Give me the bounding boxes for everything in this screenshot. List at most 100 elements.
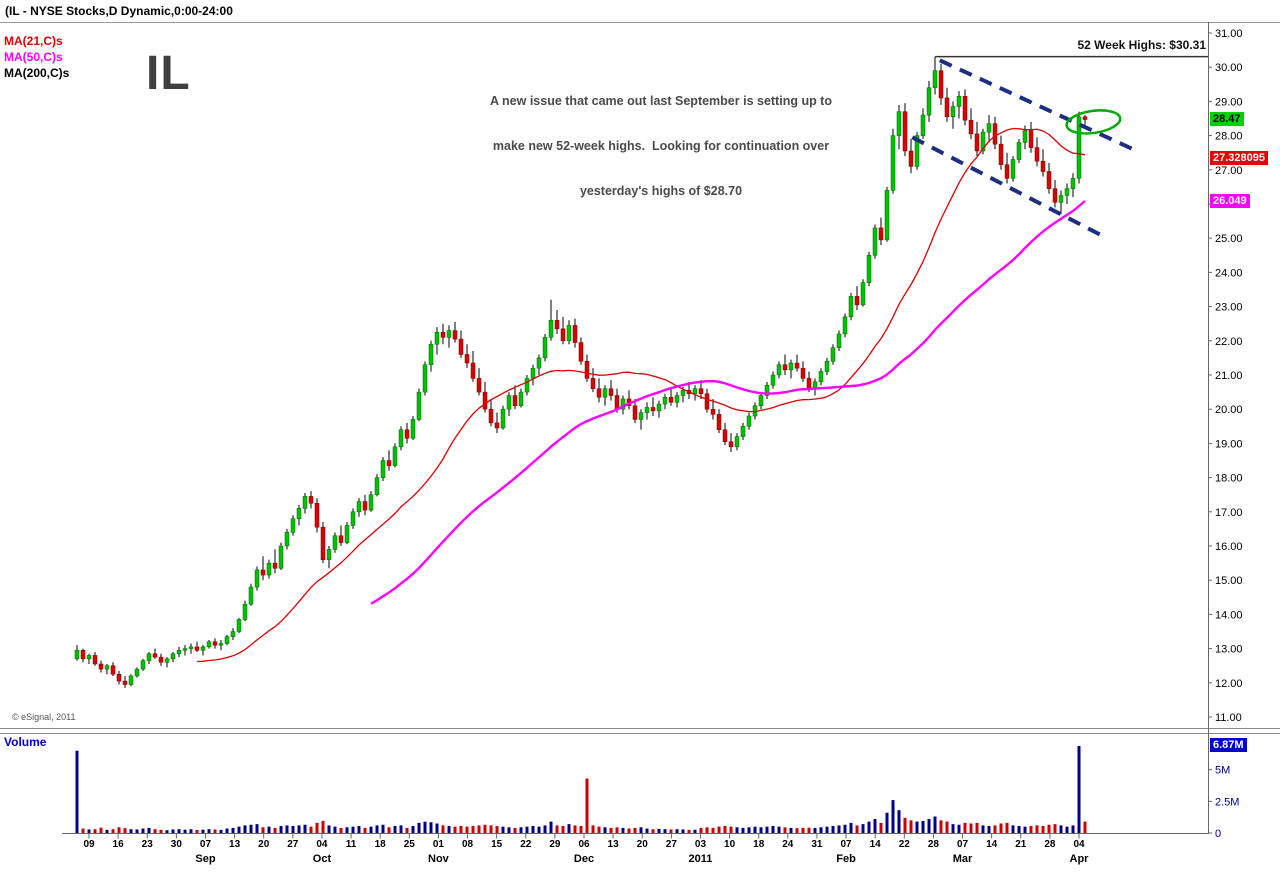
candle-body-up — [332, 535, 338, 550]
volume-bar — [381, 824, 385, 833]
chart-element: 22 — [899, 839, 911, 850]
candle-body-up — [146, 653, 152, 661]
chart-element: 23 — [142, 839, 154, 850]
candle-body-up — [302, 496, 308, 509]
ma-legend: MA(21,C)s MA(50,C)s MA(200,C)s — [4, 33, 69, 81]
chart-element: 13 — [608, 839, 620, 850]
candle-body-down — [404, 429, 410, 439]
candle-body-up — [740, 426, 746, 437]
volume-bar — [279, 826, 283, 833]
volume-bar — [75, 750, 79, 833]
volume-bar — [927, 819, 931, 833]
volume-bar — [867, 821, 871, 833]
volume-bar — [855, 825, 859, 833]
candle-body-up — [1010, 159, 1016, 179]
candle-body-up — [170, 653, 176, 660]
candle-body-up — [86, 655, 92, 660]
chart-element: 12.00 — [1215, 678, 1243, 690]
candle-body-down — [782, 364, 788, 371]
candle-body-down — [158, 656, 164, 663]
candle-body-up — [134, 668, 140, 677]
candle-body-up — [254, 569, 260, 588]
candle-body-down — [1046, 171, 1052, 189]
candle-body-down — [794, 362, 800, 369]
volume-axis: 5M 2.5M 0 — [1208, 765, 1239, 840]
volume-bar — [885, 812, 889, 833]
volume-bar — [753, 826, 757, 833]
chart-element: 5M — [1215, 765, 1230, 777]
volume-bar — [561, 826, 565, 833]
candle-body-down — [320, 526, 326, 560]
candle-body-down — [314, 503, 320, 528]
candle-body-up — [656, 403, 662, 412]
candle-body-up — [344, 525, 350, 543]
candle-body-up — [530, 367, 536, 379]
volume-bar — [153, 829, 157, 833]
volume-bar — [81, 828, 85, 833]
volume-bar — [993, 825, 997, 833]
chart-element: 14.00 — [1215, 609, 1243, 621]
last-price-badge: 28.47 — [1210, 111, 1244, 126]
candle-body-up — [416, 391, 422, 420]
volume-bar — [1017, 826, 1021, 833]
volume-bar — [1059, 825, 1063, 833]
chart-element: Dec — [574, 853, 594, 865]
chart-element: 29.00 — [1215, 96, 1243, 108]
candle-body-up — [380, 460, 386, 478]
candle-body-up — [824, 361, 830, 372]
volume-bar — [681, 829, 685, 833]
chart-element: 22 — [520, 839, 532, 850]
volume-bar — [513, 827, 517, 833]
candle-body-up — [176, 650, 182, 654]
volume-bar — [765, 826, 769, 833]
volume-bar — [849, 822, 853, 833]
window-title: (IL - NYSE Stocks,D Dynamic,0:00-24:00 — [5, 4, 233, 18]
chart-element: 07 — [957, 839, 969, 850]
candle-body-down — [440, 332, 446, 338]
chart-element: 15.00 — [1215, 575, 1243, 587]
volume-bar — [879, 822, 883, 833]
candle-body-up — [326, 549, 332, 560]
candle-body-up — [764, 385, 770, 396]
candle-body-down — [470, 362, 476, 379]
chart-element: 17.00 — [1215, 507, 1243, 519]
candle-body-down — [92, 655, 98, 665]
candle-body-up — [818, 371, 824, 383]
volume-bar — [159, 829, 163, 833]
volume-bar — [435, 823, 439, 833]
candle-body-up — [788, 362, 794, 371]
candle-body-down — [260, 569, 266, 576]
candle-body-down — [878, 227, 884, 241]
volume-bar — [939, 820, 943, 833]
candle-body-up — [1064, 188, 1070, 196]
volume-bar — [285, 825, 289, 833]
volume-bar — [711, 827, 715, 833]
volume-bar — [795, 828, 799, 833]
candle-body-down — [800, 367, 806, 379]
candle-body-up — [986, 123, 992, 133]
volume-bar — [861, 824, 865, 833]
chart-element: 30 — [171, 839, 183, 850]
volume-bar — [579, 826, 583, 833]
volume-bar — [705, 827, 709, 833]
candle-body-up — [542, 337, 548, 359]
volume-bar — [597, 826, 601, 833]
chart-element: 13 — [229, 839, 241, 850]
volume-bar — [207, 829, 211, 833]
chart-element: 24.00 — [1215, 267, 1243, 279]
candle-body-up — [890, 135, 896, 191]
volume-bar — [975, 822, 979, 833]
volume-bar — [669, 829, 673, 833]
volume-bar — [387, 827, 391, 833]
legend-ma50: MA(50,C)s — [4, 50, 63, 64]
volume-bar — [747, 827, 751, 833]
chart-element: Mar — [953, 853, 973, 865]
candle-body-down — [668, 396, 674, 403]
candle-body-down — [962, 96, 968, 121]
volume-bar — [591, 825, 595, 833]
volume-bar — [729, 826, 733, 833]
candle-body-up — [1016, 142, 1022, 160]
volume-bar — [903, 817, 907, 833]
candle-body-up — [566, 325, 572, 342]
